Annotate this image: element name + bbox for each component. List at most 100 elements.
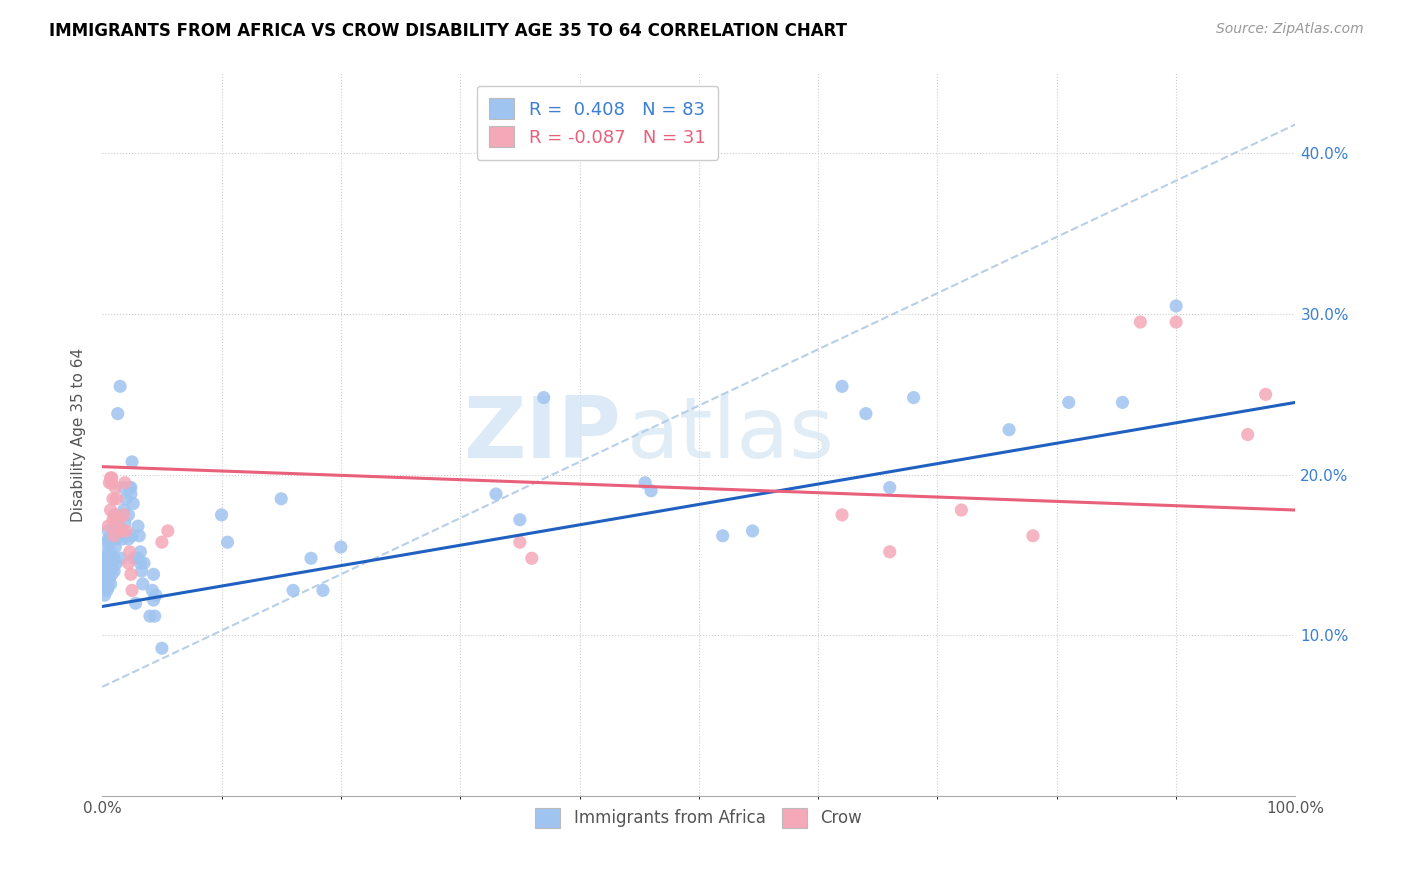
Y-axis label: Disability Age 35 to 64: Disability Age 35 to 64 bbox=[72, 348, 86, 522]
Point bbox=[1111, 395, 1133, 409]
Point bbox=[110, 524, 132, 538]
Point bbox=[103, 564, 125, 578]
Point bbox=[104, 481, 127, 495]
Point bbox=[96, 545, 118, 559]
Point bbox=[100, 471, 122, 485]
Point bbox=[94, 580, 117, 594]
Point bbox=[98, 572, 121, 586]
Point bbox=[94, 556, 117, 570]
Point bbox=[108, 379, 131, 393]
Point bbox=[110, 508, 132, 522]
Point bbox=[104, 540, 127, 554]
Point bbox=[131, 564, 153, 578]
Point bbox=[105, 532, 128, 546]
Point bbox=[93, 575, 115, 590]
Point bbox=[101, 532, 124, 546]
Point bbox=[101, 513, 124, 527]
Point bbox=[110, 551, 132, 566]
Point bbox=[100, 503, 122, 517]
Point bbox=[121, 529, 143, 543]
Point bbox=[100, 475, 122, 490]
Point bbox=[640, 483, 662, 498]
Point bbox=[855, 407, 877, 421]
Point bbox=[112, 508, 135, 522]
Point bbox=[1129, 315, 1152, 329]
Point bbox=[132, 577, 155, 591]
Point bbox=[118, 545, 141, 559]
Point bbox=[111, 532, 134, 546]
Point bbox=[120, 481, 142, 495]
Point bbox=[97, 519, 120, 533]
Point bbox=[117, 556, 139, 570]
Point bbox=[634, 475, 657, 490]
Point bbox=[100, 545, 122, 559]
Point bbox=[117, 508, 139, 522]
Point bbox=[101, 561, 124, 575]
Point bbox=[217, 535, 239, 549]
Point bbox=[312, 583, 335, 598]
Point bbox=[121, 583, 143, 598]
Point bbox=[100, 551, 122, 566]
Point bbox=[141, 583, 163, 598]
Point bbox=[142, 593, 165, 607]
Point bbox=[96, 535, 118, 549]
Point bbox=[100, 556, 122, 570]
Text: Source: ZipAtlas.com: Source: ZipAtlas.com bbox=[1216, 22, 1364, 37]
Point bbox=[150, 641, 173, 656]
Point bbox=[98, 535, 121, 549]
Point bbox=[143, 609, 166, 624]
Point bbox=[108, 524, 131, 538]
Point bbox=[509, 513, 531, 527]
Point bbox=[96, 583, 118, 598]
Point bbox=[831, 508, 853, 522]
Point bbox=[97, 548, 120, 562]
Point bbox=[831, 379, 853, 393]
Point bbox=[107, 529, 129, 543]
Point bbox=[105, 556, 128, 570]
Point bbox=[98, 551, 121, 566]
Point bbox=[281, 583, 304, 598]
Point bbox=[1022, 529, 1045, 543]
Point bbox=[533, 391, 555, 405]
Point bbox=[108, 516, 131, 530]
Point bbox=[129, 545, 152, 559]
Point bbox=[117, 529, 139, 543]
Point bbox=[108, 513, 131, 527]
Point bbox=[711, 529, 734, 543]
Point bbox=[112, 503, 135, 517]
Point bbox=[124, 596, 146, 610]
Point bbox=[1166, 315, 1188, 329]
Point bbox=[100, 532, 122, 546]
Point bbox=[105, 491, 128, 506]
Point bbox=[520, 551, 543, 566]
Point bbox=[98, 564, 121, 578]
Point bbox=[93, 588, 115, 602]
Point bbox=[1236, 427, 1258, 442]
Point bbox=[117, 532, 139, 546]
Point bbox=[127, 519, 149, 533]
Point bbox=[485, 487, 508, 501]
Point bbox=[121, 455, 143, 469]
Point bbox=[1166, 299, 1188, 313]
Point bbox=[132, 556, 155, 570]
Point bbox=[103, 529, 125, 543]
Point bbox=[96, 572, 118, 586]
Point bbox=[97, 532, 120, 546]
Text: ZIP: ZIP bbox=[464, 393, 621, 476]
Legend: Immigrants from Africa, Crow: Immigrants from Africa, Crow bbox=[529, 801, 869, 835]
Point bbox=[1254, 387, 1277, 401]
Point bbox=[103, 524, 125, 538]
Point bbox=[115, 524, 138, 538]
Point bbox=[98, 475, 121, 490]
Point bbox=[101, 491, 124, 506]
Point bbox=[93, 567, 115, 582]
Point bbox=[998, 423, 1021, 437]
Point bbox=[107, 407, 129, 421]
Point bbox=[139, 609, 162, 624]
Text: atlas: atlas bbox=[627, 393, 835, 476]
Point bbox=[299, 551, 322, 566]
Point bbox=[115, 491, 138, 506]
Point bbox=[741, 524, 763, 538]
Point bbox=[114, 475, 136, 490]
Point bbox=[127, 551, 149, 566]
